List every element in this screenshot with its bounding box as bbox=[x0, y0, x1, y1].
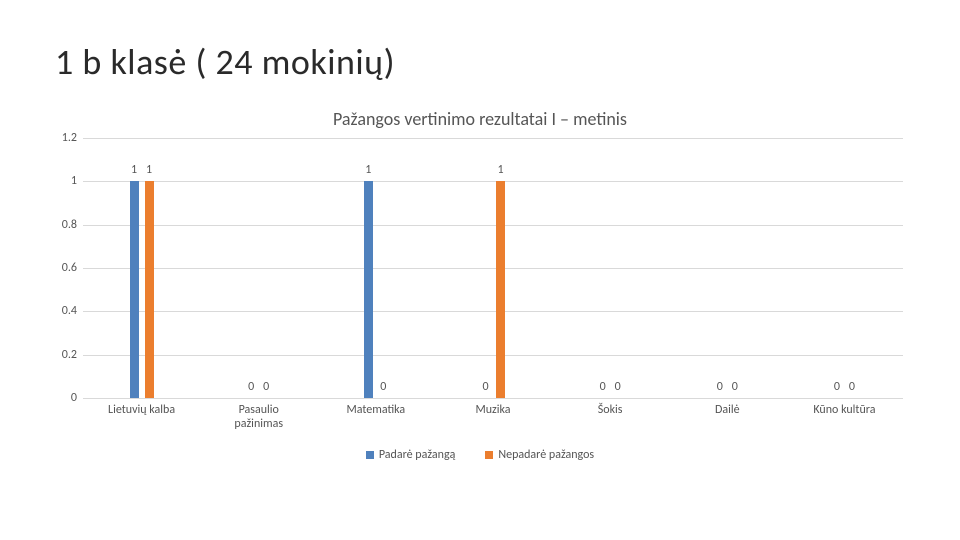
bar-value-label: 1 bbox=[131, 163, 137, 177]
x-tick-label: Šokis bbox=[552, 398, 669, 432]
bar-value-label: 0 bbox=[717, 380, 723, 394]
legend-label: Padarė pažangą bbox=[379, 448, 456, 462]
y-tick-label: 0.2 bbox=[62, 348, 83, 362]
bar-value-label: 1 bbox=[146, 163, 152, 177]
y-tick-label: 0.8 bbox=[62, 218, 83, 232]
x-tick-label: Muzika bbox=[434, 398, 551, 432]
legend-item: Nepadarė pažangos bbox=[485, 448, 594, 462]
bar-group: 10 bbox=[317, 138, 434, 398]
bar-value-label: 0 bbox=[600, 380, 606, 394]
bar: 1 bbox=[364, 181, 373, 398]
x-tick-label: Lietuvių kalba bbox=[83, 398, 200, 432]
x-tick-label: Pasauliopažinimas bbox=[200, 398, 317, 432]
legend-swatch bbox=[485, 451, 493, 459]
x-axis: Lietuvių kalbaPasauliopažinimasMatematik… bbox=[83, 398, 903, 432]
bar-group: 00 bbox=[669, 138, 786, 398]
x-tick-label: Kūno kultūra bbox=[786, 398, 903, 432]
bar: 1 bbox=[130, 181, 139, 398]
y-tick-label: 1 bbox=[71, 174, 83, 188]
bar-value-label: 0 bbox=[732, 380, 738, 394]
bar-value-label: 0 bbox=[615, 380, 621, 394]
bar-value-label: 0 bbox=[248, 380, 254, 394]
bar: 1 bbox=[496, 181, 505, 398]
y-tick-label: 0.4 bbox=[62, 304, 83, 318]
legend-label: Nepadarė pažangos bbox=[498, 448, 594, 462]
bar-group: 00 bbox=[200, 138, 317, 398]
bar-value-label: 1 bbox=[365, 163, 371, 177]
x-tick-label: Dailė bbox=[669, 398, 786, 432]
page-title: 1 b klasė ( 24 mokinių) bbox=[55, 40, 905, 84]
y-tick-label: 0 bbox=[71, 391, 83, 405]
legend-item: Padarė pažangą bbox=[366, 448, 456, 462]
bar-chart: 00.20.40.60.811.211001001000000 Lietuvių… bbox=[55, 138, 905, 432]
bar-value-label: 0 bbox=[482, 380, 488, 394]
bar-group: 11 bbox=[83, 138, 200, 398]
y-tick-label: 0.6 bbox=[62, 261, 83, 275]
bar: 1 bbox=[145, 181, 154, 398]
bar-group: 00 bbox=[786, 138, 903, 398]
chart-legend: Padarė pažangą Nepadarė pažangos bbox=[55, 448, 905, 462]
gridline bbox=[83, 398, 903, 399]
bar-value-label: 1 bbox=[497, 163, 503, 177]
bar-group: 00 bbox=[552, 138, 669, 398]
bar-value-label: 0 bbox=[263, 380, 269, 394]
bar-value-label: 0 bbox=[849, 380, 855, 394]
bar-group: 01 bbox=[434, 138, 551, 398]
bar-value-label: 0 bbox=[380, 380, 386, 394]
y-tick-label: 1.2 bbox=[62, 131, 83, 145]
x-tick-label: Matematika bbox=[317, 398, 434, 432]
chart-title: Pažangos vertinimo rezultatai I – metini… bbox=[55, 108, 905, 130]
bar-value-label: 0 bbox=[834, 380, 840, 394]
legend-swatch bbox=[366, 451, 374, 459]
